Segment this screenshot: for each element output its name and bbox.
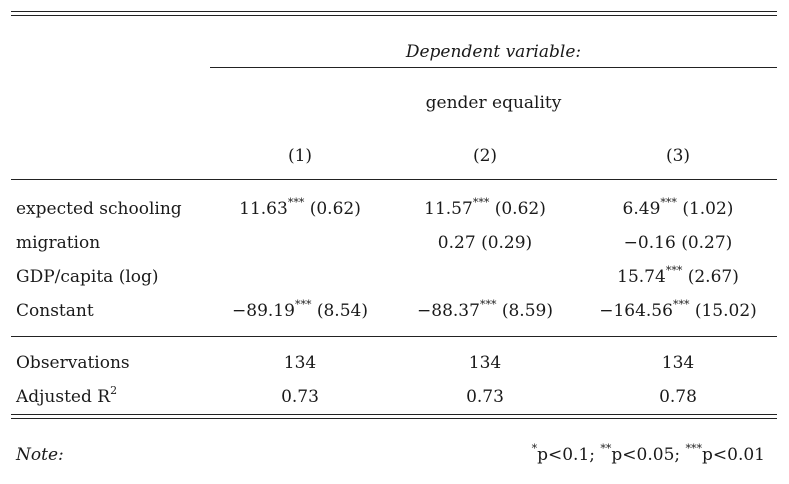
significance-stars: *** [660, 196, 677, 210]
stat-value: 0.73 [281, 387, 319, 407]
stat-value: 0.73 [466, 387, 504, 407]
significance-stars: *** [294, 298, 312, 312]
standard-error: (8.59) [501, 301, 553, 321]
note-label: Note: [16, 445, 64, 465]
coefficient-cell: 15.74*** (2.67) [578, 264, 778, 287]
column-header-2: (2) [472, 146, 498, 166]
coefficient-cell: 0.27 (0.29) [385, 233, 585, 253]
coefficient-cell: −164.56*** (15.02) [578, 298, 778, 321]
stat-label-sup: 2 [110, 384, 118, 398]
stat-value: 134 [283, 353, 317, 373]
stat-label-text: Observations [16, 353, 130, 373]
row-label: migration [16, 233, 101, 253]
header-underline [210, 67, 777, 68]
sig-p1: p<0.1; [537, 445, 601, 465]
top-rule-1 [11, 11, 777, 12]
stat-value: 134 [468, 353, 502, 373]
bottom-rule-2 [11, 418, 777, 419]
significance-stars: *** [472, 196, 490, 210]
coefficient-cell: −89.19*** (8.54) [200, 298, 400, 321]
sig-p2: p<0.05; [611, 445, 686, 465]
dependent-variable-label: Dependent variable: [405, 42, 582, 62]
column-header-1: (1) [287, 146, 313, 166]
coefficient-value: −89.19 [232, 301, 295, 321]
sig-p3: p<0.01 [702, 445, 765, 465]
coefficient-cell: 11.63*** (0.62) [200, 196, 400, 219]
coefficient-value: −164.56 [599, 301, 673, 321]
standard-error: (15.02) [694, 301, 757, 321]
coefficient-cell: 11.57*** (0.62) [385, 196, 585, 219]
coefficient-value: 0.27 [437, 233, 476, 253]
coefficient-value: −88.37 [417, 301, 480, 321]
standard-error: (0.62) [494, 199, 546, 219]
significance-stars: *** [665, 264, 683, 278]
coefficient-value: −0.16 [623, 233, 676, 253]
stat-label-text: Adjusted R [16, 387, 111, 407]
star-3: *** [685, 442, 703, 456]
standard-error: (0.29) [481, 233, 533, 253]
standard-error: (2.67) [687, 267, 739, 287]
dependent-variable-name: gender equality [425, 93, 562, 113]
significance-stars: *** [479, 298, 497, 312]
stat-label: Observations [16, 353, 130, 373]
significance-stars: *** [287, 196, 305, 210]
header-rule [11, 179, 777, 180]
standard-error: (0.62) [309, 199, 361, 219]
stat-label: Adjusted R2 [16, 384, 118, 407]
top-rule-2 [11, 15, 777, 16]
row-label: Constant [16, 301, 94, 321]
coefficient-cell: −0.16 (0.27) [578, 233, 778, 253]
standard-error: (1.02) [682, 199, 734, 219]
coefficient-value: 11.57 [424, 199, 473, 219]
column-header-3: (3) [665, 146, 691, 166]
standard-error: (0.27) [681, 233, 733, 253]
star-2: ** [600, 442, 612, 456]
coefficient-cell: 6.49*** (1.02) [578, 196, 778, 219]
stat-value: 134 [661, 353, 695, 373]
coefficient-value: 6.49 [622, 199, 661, 219]
significance-stars: *** [672, 298, 690, 312]
bottom-rule-1 [11, 414, 777, 415]
stats-rule [11, 336, 777, 337]
star-1: * [531, 442, 538, 456]
coefficient-cell: −88.37*** (8.59) [385, 298, 585, 321]
coefficient-value: 15.74 [617, 267, 666, 287]
row-label: expected schooling [16, 199, 182, 219]
row-label: GDP/capita (log) [16, 267, 159, 287]
standard-error: (8.54) [316, 301, 368, 321]
stat-value: 0.78 [659, 387, 697, 407]
coefficient-value: 11.63 [239, 199, 288, 219]
significance-note: *p<0.1; **p<0.05; ***p<0.01 [531, 442, 765, 465]
